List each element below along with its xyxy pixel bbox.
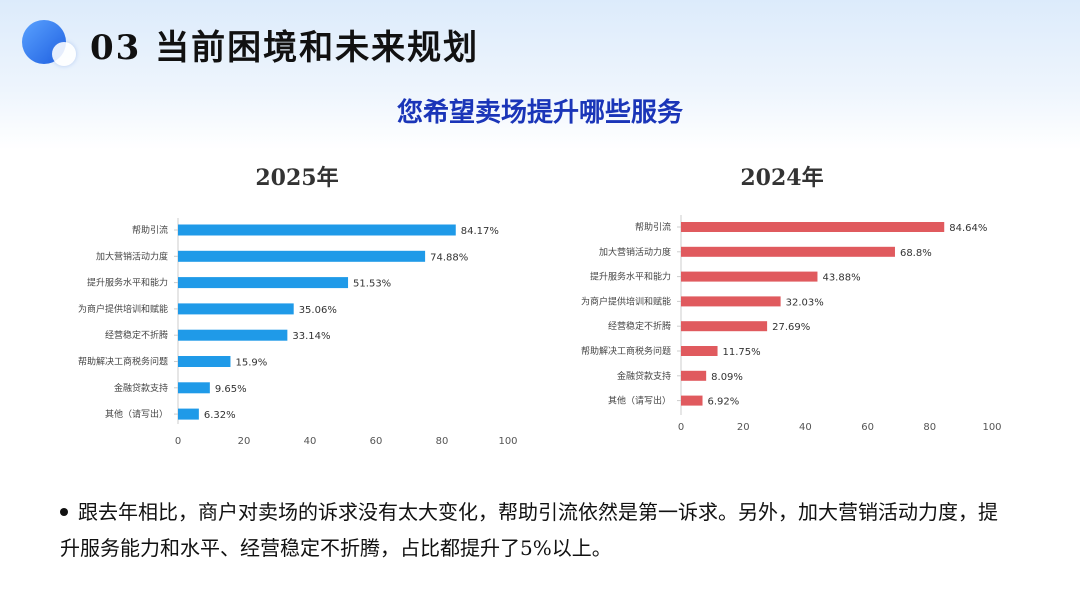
bar-chart-2024: 帮助引流 84.64% 加大营销活动力度 68.8% 提升服务水平和能力 43.88% 为商…	[581, 215, 1002, 433]
x-tick-label: 100	[498, 436, 517, 447]
chart-title-2024: 2024年	[740, 165, 824, 191]
bar	[178, 277, 349, 289]
bar	[178, 303, 294, 315]
category-label: 为商户提供培训和赋能	[581, 295, 671, 307]
x-tick-label: 0	[175, 436, 181, 447]
x-tick-label: 20	[238, 436, 251, 447]
logo-icon	[22, 18, 82, 68]
bar	[178, 224, 456, 236]
data-label: 9.65%	[215, 384, 247, 395]
data-label: 15.9%	[235, 358, 267, 369]
data-label: 74.88%	[430, 252, 468, 263]
category-label: 加大营销活动力度	[599, 246, 671, 258]
data-label: 43.88%	[822, 273, 860, 284]
bar	[681, 395, 703, 406]
bar	[178, 356, 231, 367]
bar	[681, 222, 945, 232]
bar	[178, 329, 288, 341]
category-label: 帮助解决工商税务问题	[581, 345, 671, 357]
data-label: 27.69%	[772, 322, 810, 333]
category-label: 提升服务水平和能力	[590, 271, 671, 283]
summary-text: 跟去年相比，商户对卖场的诉求没有太大变化，帮助引流依然是第一诉求。另外，加大营销…	[60, 500, 998, 560]
data-label: 8.09%	[711, 372, 743, 383]
logo-circle-small	[52, 42, 76, 66]
x-tick-label: 20	[737, 422, 750, 433]
category-label: 金融贷款支持	[617, 370, 671, 382]
category-label: 帮助引流	[132, 224, 168, 236]
category-label: 提升服务水平和能力	[87, 277, 168, 289]
category-label: 帮助解决工商税务问题	[78, 356, 168, 368]
category-label: 帮助引流	[635, 221, 671, 233]
data-label: 33.14%	[292, 331, 330, 342]
data-label: 84.17%	[461, 226, 499, 237]
bar	[681, 346, 718, 356]
x-tick-label: 40	[304, 436, 317, 447]
bar	[681, 321, 768, 332]
bar	[178, 408, 199, 420]
chart-title-2025: 2025年	[255, 165, 339, 191]
data-label: 51.53%	[353, 279, 391, 290]
bar	[681, 296, 781, 307]
x-tick-label: 80	[923, 422, 936, 433]
x-tick-label: 60	[370, 436, 383, 447]
category-label: 其他（请写出）	[608, 395, 671, 407]
bar	[681, 246, 895, 257]
bar-chart-2025: 帮助引流 84.17% 加大营销活动力度 74.88% 提升服务水平和能力 51.53% 为…	[78, 218, 518, 447]
category-label: 金融贷款支持	[114, 382, 168, 394]
summary-note: 跟去年相比，商户对卖场的诉求没有太大变化，帮助引流依然是第一诉求。另外，加大营销…	[60, 494, 1010, 566]
bar	[681, 271, 818, 282]
data-label: 11.75%	[723, 347, 761, 358]
data-label: 84.64%	[949, 223, 987, 234]
data-label: 68.8%	[900, 248, 932, 259]
bar	[178, 250, 426, 262]
x-tick-label: 0	[678, 422, 684, 433]
bullet-icon	[60, 507, 68, 516]
category-label: 经营稳定不折腾	[105, 329, 168, 341]
category-label: 加大营销活动力度	[96, 250, 168, 262]
data-label: 32.03%	[786, 297, 824, 308]
data-label: 35.06%	[299, 305, 337, 316]
x-tick-label: 40	[799, 422, 812, 433]
category-label: 经营稳定不折腾	[608, 320, 671, 332]
page-title: 03 当前困境和未来规划	[90, 28, 480, 68]
chart-subtitle: 您希望卖场提升哪些服务	[396, 98, 683, 128]
category-label: 其他（请写出）	[105, 408, 168, 420]
x-tick-label: 100	[982, 422, 1001, 433]
data-label: 6.32%	[204, 410, 236, 421]
x-tick-label: 60	[861, 422, 874, 433]
category-label: 为商户提供培训和赋能	[78, 303, 168, 315]
bar	[681, 370, 707, 381]
bar	[178, 382, 210, 394]
x-tick-label: 80	[436, 436, 449, 447]
data-label: 6.92%	[708, 397, 740, 408]
